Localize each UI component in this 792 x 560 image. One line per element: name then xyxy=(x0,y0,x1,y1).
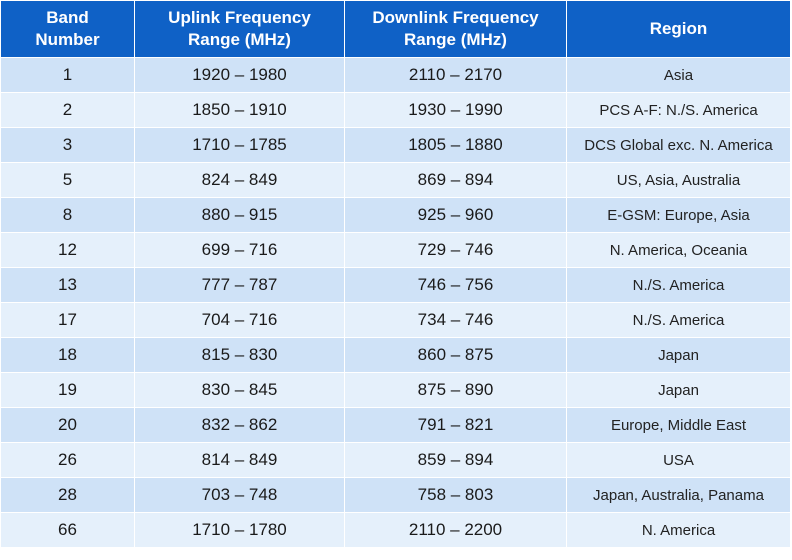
table-row: 20 832 – 862 791 – 821 Europe, Middle Ea… xyxy=(0,407,791,443)
table-row: 66 1710 – 1780 2110 – 2200 N. America xyxy=(0,512,791,548)
region-cell: Japan xyxy=(566,372,791,408)
band-number-cell: 28 xyxy=(0,477,135,513)
downlink-range-cell: 2110 – 2170 xyxy=(344,57,567,93)
band-number-cell: 17 xyxy=(0,302,135,338)
header-band-number: Band Number xyxy=(0,0,135,58)
table-row: 8 880 – 915 925 – 960 E-GSM: Europe, Asi… xyxy=(0,197,791,233)
table-row: 1 1920 – 1980 2110 – 2170 Asia xyxy=(0,57,791,93)
region-cell: Asia xyxy=(566,57,791,93)
uplink-range-cell: 1850 – 1910 xyxy=(134,92,345,128)
band-number-cell: 20 xyxy=(0,407,135,443)
region-cell: USA xyxy=(566,442,791,478)
uplink-range-cell: 815 – 830 xyxy=(134,337,345,373)
region-cell: N./S. America xyxy=(566,302,791,338)
region-cell: DCS Global exc. N. America xyxy=(566,127,791,163)
lte-band-table: Band Number Uplink Frequency Range (MHz)… xyxy=(0,0,791,548)
downlink-range-cell: 1805 – 1880 xyxy=(344,127,567,163)
uplink-range-cell: 703 – 748 xyxy=(134,477,345,513)
downlink-range-cell: 859 – 894 xyxy=(344,442,567,478)
table-row: 17 704 – 716 734 – 746 N./S. America xyxy=(0,302,791,338)
downlink-range-cell: 2110 – 2200 xyxy=(344,512,567,548)
region-cell: Japan xyxy=(566,337,791,373)
table-row: 2 1850 – 1910 1930 – 1990 PCS A-F: N./S.… xyxy=(0,92,791,128)
header-uplink-line2: Range (MHz) xyxy=(188,30,291,49)
band-number-cell: 13 xyxy=(0,267,135,303)
header-downlink-line1: Downlink Frequency xyxy=(372,8,539,27)
downlink-range-cell: 1930 – 1990 xyxy=(344,92,567,128)
downlink-range-cell: 875 – 890 xyxy=(344,372,567,408)
uplink-range-cell: 824 – 849 xyxy=(134,162,345,198)
band-number-cell: 2 xyxy=(0,92,135,128)
uplink-range-cell: 1710 – 1785 xyxy=(134,127,345,163)
header-region: Region xyxy=(566,0,791,58)
band-number-cell: 19 xyxy=(0,372,135,408)
header-region-line1: Region xyxy=(649,19,708,38)
downlink-range-cell: 925 – 960 xyxy=(344,197,567,233)
header-band-line1: Band xyxy=(46,8,89,27)
header-row: Band Number Uplink Frequency Range (MHz)… xyxy=(0,0,791,58)
table-header: Band Number Uplink Frequency Range (MHz)… xyxy=(0,0,791,58)
region-cell: Europe, Middle East xyxy=(566,407,791,443)
downlink-range-cell: 869 – 894 xyxy=(344,162,567,198)
region-cell: Japan, Australia, Panama xyxy=(566,477,791,513)
table-row: 12 699 – 716 729 – 746 N. America, Ocean… xyxy=(0,232,791,268)
downlink-range-cell: 746 – 756 xyxy=(344,267,567,303)
table-row: 13 777 – 787 746 – 756 N./S. America xyxy=(0,267,791,303)
uplink-range-cell: 1920 – 1980 xyxy=(134,57,345,93)
band-number-cell: 26 xyxy=(0,442,135,478)
table-body: 1 1920 – 1980 2110 – 2170 Asia 2 1850 – … xyxy=(0,57,791,548)
downlink-range-cell: 791 – 821 xyxy=(344,407,567,443)
table-row: 18 815 – 830 860 – 875 Japan xyxy=(0,337,791,373)
uplink-range-cell: 1710 – 1780 xyxy=(134,512,345,548)
band-number-cell: 12 xyxy=(0,232,135,268)
region-cell: N. America, Oceania xyxy=(566,232,791,268)
header-uplink-range: Uplink Frequency Range (MHz) xyxy=(134,0,345,58)
table-row: 26 814 – 849 859 – 894 USA xyxy=(0,442,791,478)
table-row: 5 824 – 849 869 – 894 US, Asia, Australi… xyxy=(0,162,791,198)
uplink-range-cell: 832 – 862 xyxy=(134,407,345,443)
downlink-range-cell: 734 – 746 xyxy=(344,302,567,338)
band-number-cell: 66 xyxy=(0,512,135,548)
downlink-range-cell: 860 – 875 xyxy=(344,337,567,373)
band-number-cell: 3 xyxy=(0,127,135,163)
header-downlink-line2: Range (MHz) xyxy=(404,30,507,49)
uplink-range-cell: 814 – 849 xyxy=(134,442,345,478)
uplink-range-cell: 830 – 845 xyxy=(134,372,345,408)
band-number-cell: 8 xyxy=(0,197,135,233)
table-row: 3 1710 – 1785 1805 – 1880 DCS Global exc… xyxy=(0,127,791,163)
header-uplink-line1: Uplink Frequency xyxy=(168,8,311,27)
downlink-range-cell: 758 – 803 xyxy=(344,477,567,513)
band-number-cell: 18 xyxy=(0,337,135,373)
uplink-range-cell: 880 – 915 xyxy=(134,197,345,233)
downlink-range-cell: 729 – 746 xyxy=(344,232,567,268)
header-band-line2: Number xyxy=(35,30,100,49)
band-number-cell: 1 xyxy=(0,57,135,93)
band-number-cell: 5 xyxy=(0,162,135,198)
region-cell: N. America xyxy=(566,512,791,548)
header-downlink-range: Downlink Frequency Range (MHz) xyxy=(344,0,567,58)
region-cell: N./S. America xyxy=(566,267,791,303)
region-cell: E-GSM: Europe, Asia xyxy=(566,197,791,233)
region-cell: PCS A-F: N./S. America xyxy=(566,92,791,128)
table-row: 28 703 – 748 758 – 803 Japan, Australia,… xyxy=(0,477,791,513)
uplink-range-cell: 777 – 787 xyxy=(134,267,345,303)
table-row: 19 830 – 845 875 – 890 Japan xyxy=(0,372,791,408)
uplink-range-cell: 704 – 716 xyxy=(134,302,345,338)
region-cell: US, Asia, Australia xyxy=(566,162,791,198)
uplink-range-cell: 699 – 716 xyxy=(134,232,345,268)
